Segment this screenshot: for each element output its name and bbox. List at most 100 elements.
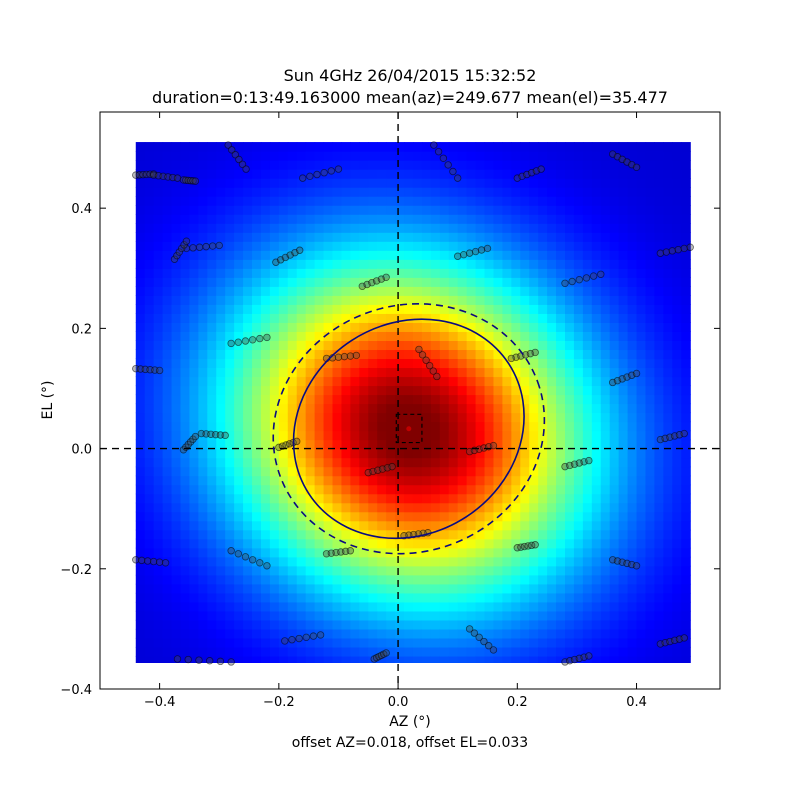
heatmap-cell <box>448 151 459 161</box>
heatmap-cell <box>404 259 414 269</box>
heatmap-cell <box>207 655 217 663</box>
heatmap-cell <box>234 322 244 332</box>
heatmap-cell <box>591 637 602 648</box>
heatmap-cell <box>296 601 307 612</box>
heatmap-cell <box>645 223 656 233</box>
heatmap-cell <box>314 628 325 639</box>
heatmap-cell <box>591 646 602 657</box>
heatmap-cell <box>305 646 316 657</box>
heatmap-cell <box>457 169 468 179</box>
heatmap-cell <box>341 394 351 405</box>
scan-point <box>132 556 140 564</box>
heatmap-cell <box>198 286 208 296</box>
heatmap-cell <box>180 466 191 477</box>
heatmap-cell <box>260 403 271 414</box>
heatmap-cell <box>314 394 325 405</box>
heatmap-cell <box>663 241 673 251</box>
heatmap-cell <box>645 268 656 278</box>
heatmap-cell <box>252 295 262 305</box>
scan-point <box>537 165 545 173</box>
heatmap-cell <box>180 313 191 323</box>
heatmap-cell <box>547 466 557 477</box>
heatmap-cell <box>439 196 450 206</box>
heatmap-cell <box>305 412 316 423</box>
heatmap-cell <box>260 187 271 197</box>
heatmap-cell <box>341 556 351 567</box>
heatmap-cell <box>243 196 253 206</box>
heatmap-cell <box>234 412 244 423</box>
heatmap-cell <box>520 214 530 224</box>
heatmap-cell <box>368 412 378 423</box>
heatmap-cell <box>243 403 253 414</box>
heatmap-cell <box>511 637 521 648</box>
heatmap-cell <box>645 430 656 441</box>
heatmap-cell <box>681 412 691 423</box>
heatmap-cell <box>654 574 664 585</box>
heatmap-cell <box>260 322 271 332</box>
heatmap-cell <box>600 160 611 170</box>
heatmap-cell <box>359 457 369 468</box>
heatmap-cell <box>395 430 405 441</box>
heatmap-cell <box>216 457 226 468</box>
heatmap-cell <box>332 565 343 576</box>
heatmap-cell <box>412 619 423 630</box>
heatmap-cell <box>386 331 396 341</box>
heatmap-cell <box>627 394 638 405</box>
heatmap-cell <box>269 295 280 305</box>
heatmap-cell <box>493 583 504 594</box>
heatmap-cell <box>511 178 521 188</box>
heatmap-cell <box>502 178 512 188</box>
heatmap-cell <box>153 655 164 663</box>
heatmap-cell <box>368 385 378 396</box>
heatmap-cell <box>243 583 253 594</box>
heatmap-cell <box>332 484 343 495</box>
heatmap-cell <box>573 259 584 269</box>
heatmap-cell <box>162 457 173 468</box>
heatmap-cell <box>448 628 459 639</box>
heatmap-cell <box>457 493 468 504</box>
heatmap-cell <box>386 421 396 432</box>
heatmap-cell <box>547 394 557 405</box>
heatmap-cell <box>386 367 396 378</box>
heatmap-cell <box>600 304 611 314</box>
heatmap-cell <box>547 160 557 170</box>
heatmap-cell <box>314 223 325 233</box>
heatmap-cell <box>421 295 432 305</box>
heatmap-cell <box>475 475 486 486</box>
heatmap-cell <box>475 547 486 558</box>
heatmap-cell <box>144 493 155 504</box>
x-axis-label: AZ (°) <box>389 714 431 730</box>
heatmap-cell <box>180 646 191 657</box>
heatmap-cell <box>225 367 235 378</box>
scan-point <box>298 174 307 182</box>
heatmap-cell <box>341 151 351 161</box>
heatmap-cell <box>565 646 575 657</box>
heatmap-cell <box>296 196 307 206</box>
heatmap-cell <box>484 187 495 197</box>
heatmap-cell <box>529 448 539 459</box>
heatmap-cell <box>627 187 638 197</box>
scan-point <box>256 559 264 567</box>
heatmap-cell <box>135 538 146 549</box>
heatmap-cell <box>314 187 325 197</box>
heatmap-cell <box>412 556 423 567</box>
heatmap-cell <box>439 448 450 459</box>
heatmap-cell <box>484 322 495 332</box>
heatmap-cell <box>627 286 638 296</box>
heatmap-cell <box>144 331 155 341</box>
heatmap-cell <box>663 304 673 314</box>
heatmap-cell <box>386 556 396 567</box>
heatmap-cell <box>448 466 459 477</box>
heatmap-cell <box>600 412 611 423</box>
heatmap-cell <box>314 376 325 387</box>
heatmap-cell <box>162 502 173 513</box>
heatmap-cell <box>386 178 396 188</box>
heatmap-cell <box>681 250 691 260</box>
heatmap-cell <box>377 286 387 296</box>
heatmap-cell <box>412 304 423 314</box>
heatmap-cell <box>341 592 351 603</box>
heatmap-cell <box>305 385 316 396</box>
heatmap-cell <box>547 655 557 663</box>
heatmap-cell <box>144 466 155 477</box>
heatmap-cell <box>475 367 486 378</box>
